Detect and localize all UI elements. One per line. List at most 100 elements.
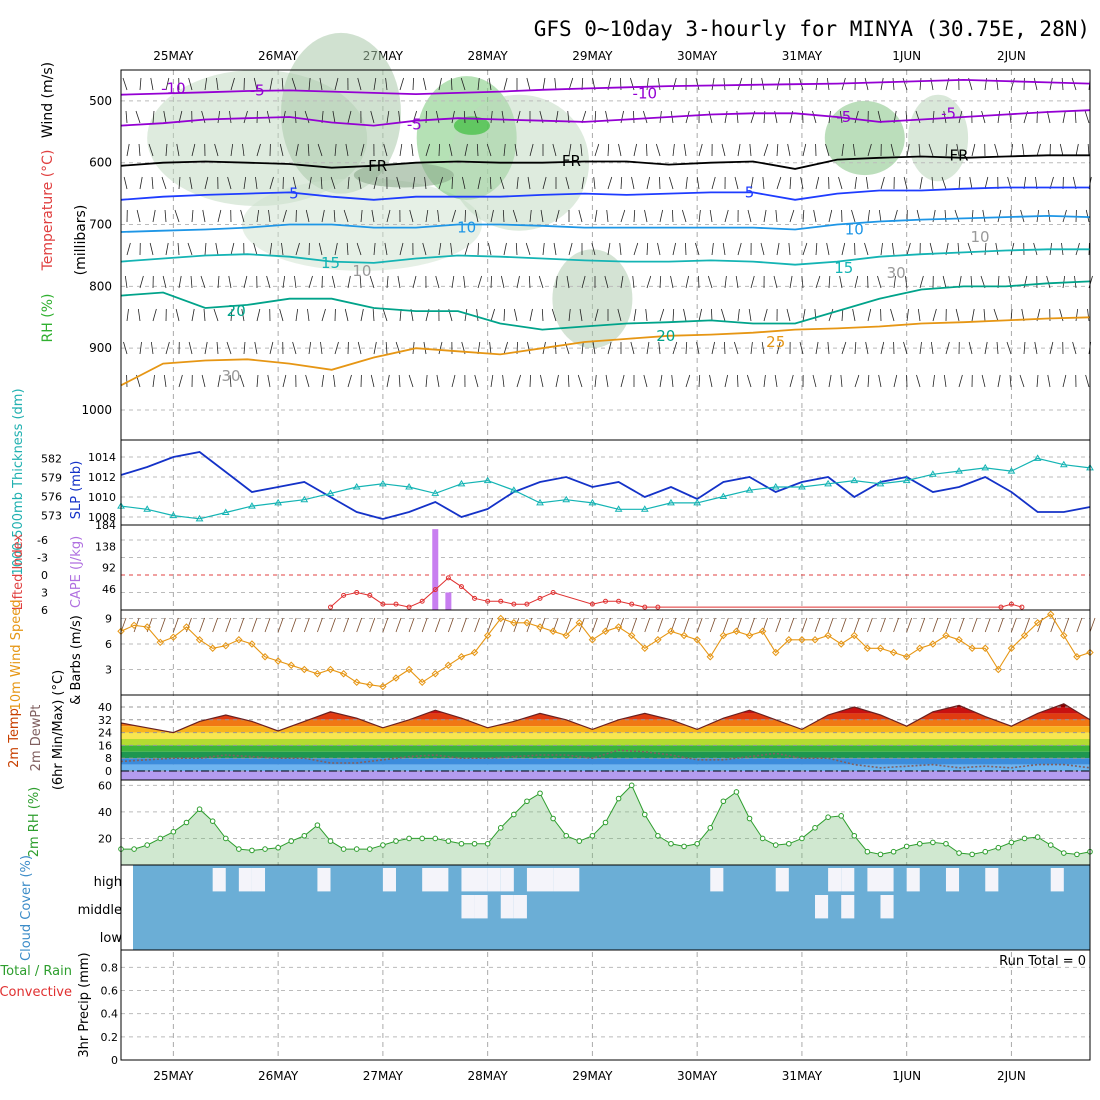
- wind-barb: [981, 374, 986, 388]
- wind-barb: [277, 617, 284, 633]
- wind-barb: [434, 617, 441, 633]
- wind-barb: [942, 275, 947, 289]
- wind-barb: [802, 242, 808, 256]
- wind-barb: [578, 209, 583, 223]
- temp-band: [121, 726, 1090, 733]
- wind-barb: [1049, 341, 1054, 355]
- wind-barb: [789, 374, 794, 388]
- wind-barb: [292, 176, 297, 190]
- wind-barb: [360, 143, 365, 157]
- wind-barb: [529, 374, 531, 388]
- wind-barb: [489, 341, 492, 355]
- wind-barb: [619, 242, 622, 256]
- wind-barb: [488, 77, 492, 91]
- wind-barb: [334, 77, 339, 91]
- contour-label: -5: [941, 104, 956, 122]
- wind-speed-marker: [667, 627, 675, 635]
- wind-barb: [633, 110, 635, 124]
- rh-marker: [1061, 850, 1067, 856]
- wind-barb: [269, 176, 274, 190]
- thickness-marker: [745, 486, 754, 493]
- wind-barb: [308, 77, 311, 91]
- wind-barb: [450, 242, 453, 256]
- wind-barb: [984, 341, 988, 355]
- wind-speed-marker: [418, 678, 426, 686]
- wind-barb: [264, 617, 271, 633]
- wind-barb: [527, 341, 531, 355]
- wind-barb: [526, 77, 531, 91]
- wind-barb: [159, 617, 166, 633]
- chart-title: GFS 0~10day 3-hourly for MINYA (30.75E, …: [534, 17, 1090, 41]
- wind-barb: [213, 308, 219, 322]
- wind-barb: [958, 617, 965, 633]
- wind-barb: [435, 275, 440, 289]
- wind-barb: [333, 374, 336, 388]
- wind-barb: [214, 143, 219, 157]
- wind-speed-marker: [457, 653, 466, 661]
- wind-barb: [412, 176, 416, 190]
- rh-marker: [236, 846, 242, 852]
- cape-tick-label: 92: [102, 562, 116, 575]
- rh-marker: [327, 838, 334, 844]
- wind-barb: [671, 374, 674, 388]
- wind-barb: [240, 209, 245, 223]
- wind-barb: [330, 617, 336, 633]
- cloud-clear-patch: [461, 895, 475, 919]
- rh-marker: [288, 838, 295, 844]
- rh-marker: [694, 840, 700, 847]
- wind-barb: [295, 242, 300, 256]
- side-label: Temperature (°C): [40, 150, 56, 272]
- wind-barb: [657, 617, 664, 633]
- lifted-index-marker: [550, 590, 556, 595]
- wind-barb: [239, 374, 245, 388]
- wind-speed-marker: [1033, 619, 1042, 627]
- wind-barb: [594, 209, 598, 223]
- cloud-clear-patch: [867, 868, 894, 892]
- wind-barb: [477, 242, 479, 256]
- cloud-clear-patch: [251, 868, 266, 892]
- wind-speed-marker: [549, 627, 557, 635]
- rh-marker: [419, 835, 425, 842]
- wind-barb: [867, 374, 870, 388]
- wind-barb: [256, 143, 261, 157]
- wind-barb: [696, 176, 700, 190]
- wind-barb: [425, 209, 429, 223]
- wind-barb: [1009, 110, 1012, 124]
- cloud-clear-patch: [422, 868, 449, 892]
- wind-barb: [321, 308, 326, 322]
- cloud-clear-patch: [1050, 868, 1064, 892]
- cloud-row-label: middle: [78, 903, 122, 918]
- thickness-marker: [195, 514, 204, 522]
- rh-marker: [956, 850, 962, 856]
- wind-barb: [151, 176, 154, 190]
- thickness-marker: [693, 498, 702, 506]
- wind-speed-marker: [824, 631, 832, 640]
- wind-barb: [422, 242, 427, 256]
- li-tick-label: 6: [41, 604, 48, 617]
- wind-barb: [178, 374, 183, 388]
- rh-marker: [353, 846, 360, 852]
- x-tick-label-bottom: 26MAY: [258, 1069, 299, 1083]
- rh-marker: [995, 844, 1002, 851]
- lifted-index-line: [330, 577, 1023, 608]
- wind-barb: [867, 143, 872, 157]
- wind-barb: [359, 275, 362, 289]
- contour-label: 10: [457, 219, 476, 237]
- wind-barb: [971, 209, 974, 223]
- wind-barb: [436, 110, 440, 124]
- wind-barb: [1010, 77, 1015, 91]
- cloud-clear-patch: [815, 895, 829, 919]
- wind-barb: [631, 617, 638, 633]
- wind-barb: [230, 77, 235, 91]
- side-label: RH (%): [40, 294, 56, 343]
- wind-barb: [646, 77, 649, 91]
- wind-barb: [607, 143, 610, 157]
- x-tick-label-bottom: 30MAY: [677, 1069, 718, 1083]
- rh-marker: [406, 835, 412, 842]
- wind-barb: [238, 617, 245, 633]
- wind-barb: [308, 275, 313, 289]
- slp-tick-label: 1012: [88, 471, 116, 484]
- rh-marker: [511, 811, 517, 818]
- rh-marker: [550, 815, 556, 822]
- wind-barb: [568, 308, 571, 322]
